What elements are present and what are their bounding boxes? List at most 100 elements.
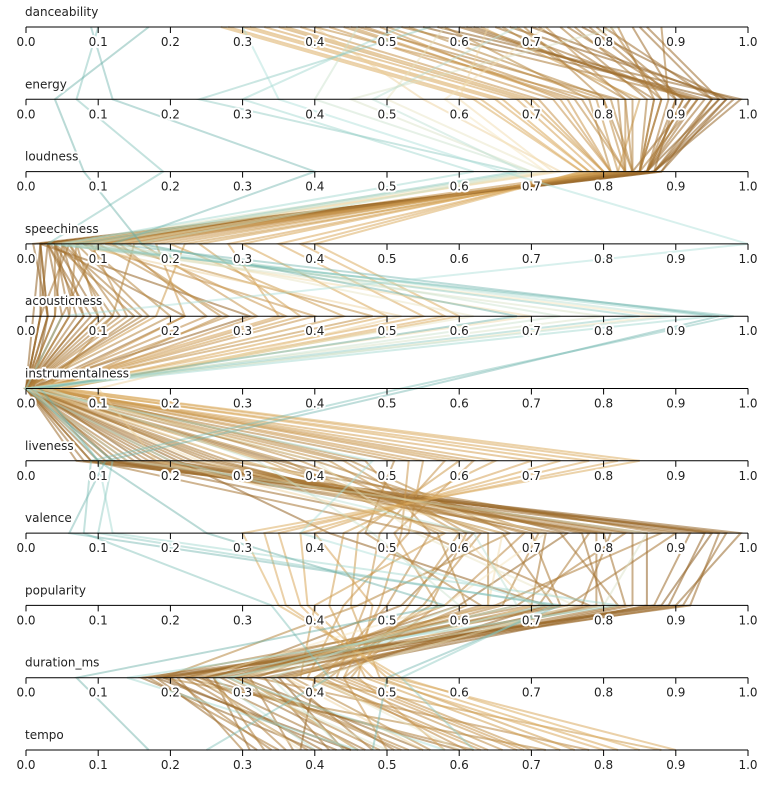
axis-title: acousticness (25, 294, 102, 308)
tick-label: 0.7 (522, 541, 541, 555)
tick-label: 0.9 (666, 252, 685, 266)
tick-label: 1.0 (738, 180, 757, 194)
tick-label: 0.4 (305, 324, 324, 338)
tick-label: 0.0 (16, 613, 35, 627)
tick-label: 0.7 (522, 469, 541, 483)
tick-label: 0.8 (594, 107, 613, 121)
tick-label: 0.7 (522, 397, 541, 411)
tick-label: 0.5 (377, 613, 396, 627)
tick-label: 1.0 (738, 613, 757, 627)
tick-label: 0.4 (305, 758, 324, 772)
tick-label: 0.8 (594, 613, 613, 627)
tick-label: 0.4 (305, 613, 324, 627)
tick-label: 0.2 (161, 613, 180, 627)
axis-liveness: liveness 0.0 0.1 0.2 0.3 0.4 0.5 0.6 0.7 0.8 0.9 1.… (14, 437, 759, 485)
tick-label: 0.9 (666, 397, 685, 411)
tick-label: 0.0 (16, 397, 35, 411)
tick-label: 0.6 (450, 686, 469, 700)
axis-duration-ms: duration_ms 0.0 0.1 0.2 0.3 0.4 0.5 0.6 0.7 0.8 0.… (14, 654, 759, 702)
tick-label: 0.8 (594, 324, 613, 338)
tick-label: 0.5 (377, 686, 396, 700)
tick-label: 0.6 (450, 469, 469, 483)
tick-label: 0.4 (305, 686, 324, 700)
tick-label: 0.4 (305, 107, 324, 121)
tick-label: 0.5 (377, 541, 396, 555)
tick-label: 0.1 (89, 35, 108, 49)
tick-label: 0.7 (522, 324, 541, 338)
axis-loudness: loudness 0.0 0.1 0.2 0.3 0.4 0.5 0.6 0.7 0.8 0.9 1.… (14, 148, 759, 196)
tick-label: 0.6 (450, 107, 469, 121)
axes-layer: danceability 0.0 0.1 0.2 0.3 0.4 0.5 0.6 0.7 0.8 0… (14, 3, 759, 774)
tick-label: 1.0 (738, 758, 757, 772)
axis-title: tempo (25, 728, 64, 742)
axis-popularity: popularity 0.0 0.1 0.2 0.3 0.4 0.5 0.6 0.7 0.8 0.9… (14, 581, 759, 629)
tick-label: 0.3 (233, 107, 252, 121)
tick-label: 0.9 (666, 541, 685, 555)
axis-title: loudness (25, 150, 78, 164)
tick-label: 0.5 (377, 180, 396, 194)
axis-title: energy (25, 77, 67, 91)
tick-label: 0.8 (594, 397, 613, 411)
tick-label: 0.6 (450, 35, 469, 49)
tick-label: 0.3 (233, 35, 252, 49)
tick-label: 0.4 (305, 541, 324, 555)
tick-label: 1.0 (738, 107, 757, 121)
tick-label: 1.0 (738, 541, 757, 555)
tick-label: 0.9 (666, 180, 685, 194)
tick-label: 0.8 (594, 469, 613, 483)
tick-label: 0.2 (161, 35, 180, 49)
tick-label: 0.6 (450, 758, 469, 772)
tick-label: 0.3 (233, 324, 252, 338)
tick-label: 0.2 (161, 541, 180, 555)
tick-label: 0.4 (305, 469, 324, 483)
tick-label: 0.9 (666, 758, 685, 772)
tick-label: 0.3 (233, 758, 252, 772)
tick-label: 0.8 (594, 686, 613, 700)
tick-label: 0.9 (666, 686, 685, 700)
tick-label: 0.2 (161, 107, 180, 121)
tick-label: 0.1 (89, 758, 108, 772)
tick-label: 0.3 (233, 686, 252, 700)
tick-label: 1.0 (738, 686, 757, 700)
tick-label: 1.0 (738, 469, 757, 483)
tick-label: 0.0 (16, 469, 35, 483)
axis-danceability: danceability 0.0 0.1 0.2 0.3 0.4 0.5 0.6 0.7 0.8 0… (14, 3, 759, 51)
tick-label: 0.0 (16, 686, 35, 700)
tick-label: 0.0 (16, 324, 35, 338)
tick-label: 0.6 (450, 397, 469, 411)
tick-label: 0.6 (450, 324, 469, 338)
tick-label: 0.8 (594, 541, 613, 555)
tick-label: 0.8 (594, 252, 613, 266)
tick-label: 0.0 (16, 107, 35, 121)
axis-valence: valence 0.0 0.1 0.2 0.3 0.4 0.5 0.6 0.7 0.8 0.9 1.0 (14, 509, 759, 557)
tick-label: 0.3 (233, 613, 252, 627)
tick-label: 0.3 (233, 252, 252, 266)
tick-label: 0.9 (666, 35, 685, 49)
tick-label: 0.2 (161, 252, 180, 266)
axis-speechiness: speechiness 0.0 0.1 0.2 0.3 0.4 0.5 0.6 0.7 0.8 0.… (14, 220, 759, 268)
tick-label: 0.7 (522, 180, 541, 194)
tick-label: 0.1 (89, 324, 108, 338)
axis-title: speechiness (25, 222, 99, 236)
tick-label: 0.0 (16, 758, 35, 772)
tick-label: 0.3 (233, 397, 252, 411)
tick-label: 0.9 (666, 469, 685, 483)
axis-title: danceability (25, 5, 98, 19)
tick-label: 0.7 (522, 758, 541, 772)
tick-label: 0.6 (450, 613, 469, 627)
tick-label: 0.9 (666, 613, 685, 627)
tick-label: 1.0 (738, 252, 757, 266)
tick-label: 0.1 (89, 613, 108, 627)
tick-label: 0.9 (666, 107, 685, 121)
tick-label: 0.5 (377, 469, 396, 483)
tick-label: 0.8 (594, 35, 613, 49)
tick-label: 0.3 (233, 541, 252, 555)
tick-label: 0.2 (161, 469, 180, 483)
axis-energy: energy 0.0 0.1 0.2 0.3 0.4 0.5 0.6 0.7 0.8 0.9 1.0 (14, 75, 759, 123)
tick-label: 0.1 (89, 397, 108, 411)
tick-label: 0.0 (16, 541, 35, 555)
tick-label: 0.8 (594, 758, 613, 772)
tick-label: 1.0 (738, 35, 757, 49)
tick-label: 0.5 (377, 107, 396, 121)
